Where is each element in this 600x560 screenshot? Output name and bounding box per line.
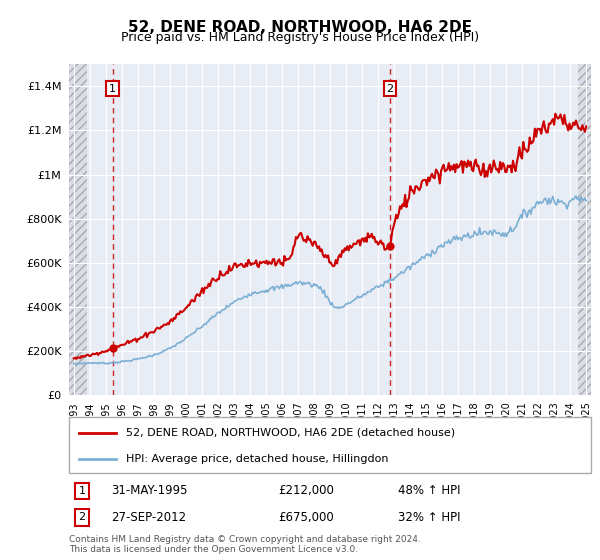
Text: £675,000: £675,000 <box>278 511 334 524</box>
Text: 2: 2 <box>386 83 394 94</box>
Text: 52, DENE ROAD, NORTHWOOD, HA6 2DE: 52, DENE ROAD, NORTHWOOD, HA6 2DE <box>128 20 472 35</box>
Text: Contains HM Land Registry data © Crown copyright and database right 2024.
This d: Contains HM Land Registry data © Crown c… <box>69 535 421 554</box>
Text: £212,000: £212,000 <box>278 484 334 497</box>
Text: 32% ↑ HPI: 32% ↑ HPI <box>398 511 460 524</box>
Text: HPI: Average price, detached house, Hillingdon: HPI: Average price, detached house, Hill… <box>127 454 389 464</box>
Bar <box>578 64 591 395</box>
Text: 1: 1 <box>79 486 86 496</box>
Bar <box>69 64 86 395</box>
Text: 2: 2 <box>79 512 86 522</box>
Text: 1: 1 <box>109 83 116 94</box>
Text: 31-MAY-1995: 31-MAY-1995 <box>111 484 187 497</box>
Text: 52, DENE ROAD, NORTHWOOD, HA6 2DE (detached house): 52, DENE ROAD, NORTHWOOD, HA6 2DE (detac… <box>127 428 455 438</box>
Text: 27-SEP-2012: 27-SEP-2012 <box>111 511 186 524</box>
Text: 48% ↑ HPI: 48% ↑ HPI <box>398 484 460 497</box>
Text: Price paid vs. HM Land Registry's House Price Index (HPI): Price paid vs. HM Land Registry's House … <box>121 31 479 44</box>
